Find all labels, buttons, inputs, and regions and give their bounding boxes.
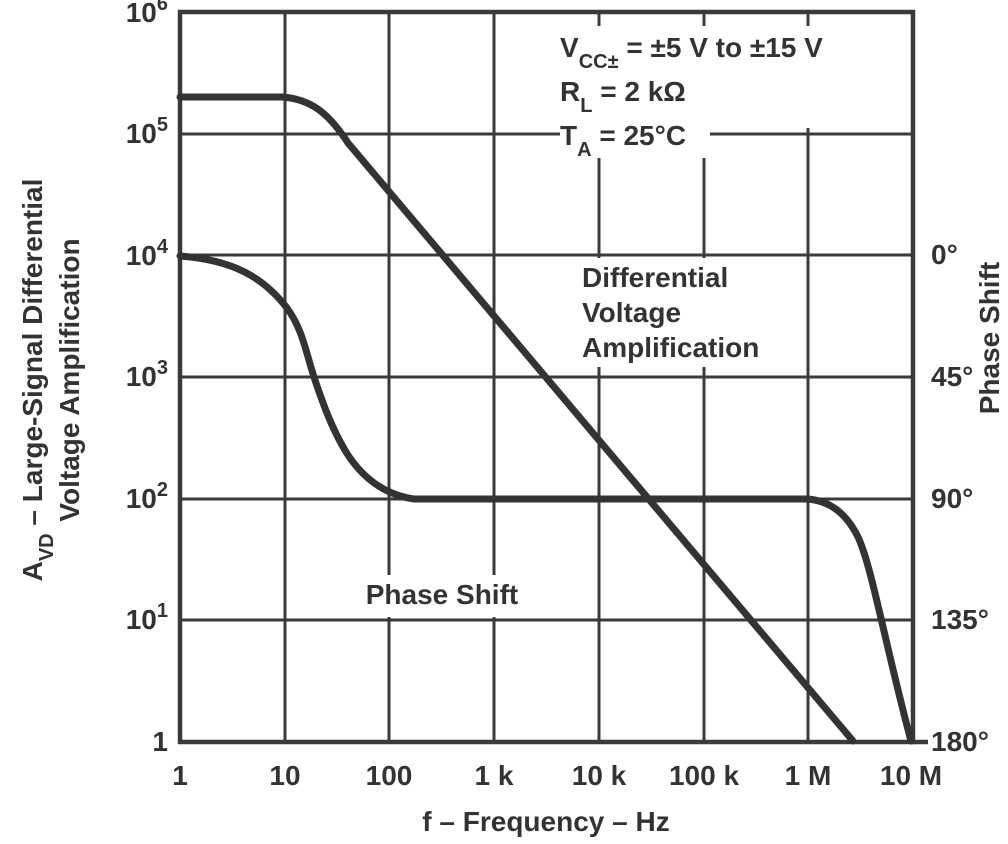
condition-ta: TA = 25°C	[560, 114, 711, 161]
y-tick-1e4: 104	[125, 235, 168, 271]
condition-value: = 25°C	[591, 120, 687, 151]
phase-tick-135: 135°	[931, 604, 989, 635]
condition-value: = ±5 V to ±15 V	[618, 32, 823, 63]
condition-symbol: R	[560, 76, 581, 107]
phase-tick-90: 90°	[931, 483, 974, 514]
phase-tick-45: 45°	[931, 361, 974, 392]
x-tick-1k: 1 k	[474, 760, 514, 791]
test-conditions: VCC± = ±5 V to ±15 V RL = 2 kΩ TA = 25°C	[560, 26, 843, 161]
amplification-label-line3: Amplification	[582, 332, 760, 363]
x-tick-10k: 10 k	[571, 760, 627, 791]
amplification-curve-label: Differential Voltage Amplification	[574, 258, 770, 367]
y-tick-1e3: 103	[125, 356, 168, 392]
x-tick-1: 1	[172, 760, 188, 791]
y-axis-title-line2: Voltage Amplification	[54, 238, 85, 522]
condition-subscript: CC±	[578, 50, 619, 73]
x-axis-title: f – Frequency – Hz	[422, 806, 670, 837]
y-tick-1e1: 101	[125, 599, 168, 635]
phase-tick-180: 180°	[931, 726, 989, 757]
x-tick-1M: 1 M	[784, 760, 832, 791]
y-tick-1: 1	[152, 726, 168, 757]
amplification-label-line2: Voltage	[582, 297, 682, 328]
y-axis-title-line1: AVD – Large-Signal Differential	[17, 178, 58, 582]
y-tick-1e6: 106	[125, 0, 168, 28]
condition-vcc: VCC± = ±5 V to ±15 V	[560, 26, 843, 73]
x-tick-10: 10	[269, 760, 301, 791]
phase-tick-0: 0°	[931, 239, 958, 270]
condition-subscript: L	[580, 94, 593, 117]
phase-axis-title: Phase Shift	[974, 261, 1005, 415]
amplification-curve	[176, 93, 857, 745]
x-tick-10M: 10 M	[879, 760, 943, 791]
x-tick-100k: 100 k	[668, 760, 740, 791]
y-tick-1e2: 102	[125, 478, 168, 514]
condition-symbol: V	[560, 32, 579, 63]
y-tick-1e5: 105	[125, 113, 168, 149]
condition-rl: RL = 2 kΩ	[560, 70, 706, 117]
condition-value: = 2 kΩ	[592, 76, 686, 107]
condition-symbol: T	[560, 120, 578, 151]
phase-curve-label: Phase Shift	[346, 575, 538, 617]
condition-subscript: A	[577, 138, 592, 161]
x-tick-100: 100	[365, 760, 413, 791]
phase-curve	[176, 252, 915, 745]
amplification-label-line1: Differential	[582, 262, 729, 293]
